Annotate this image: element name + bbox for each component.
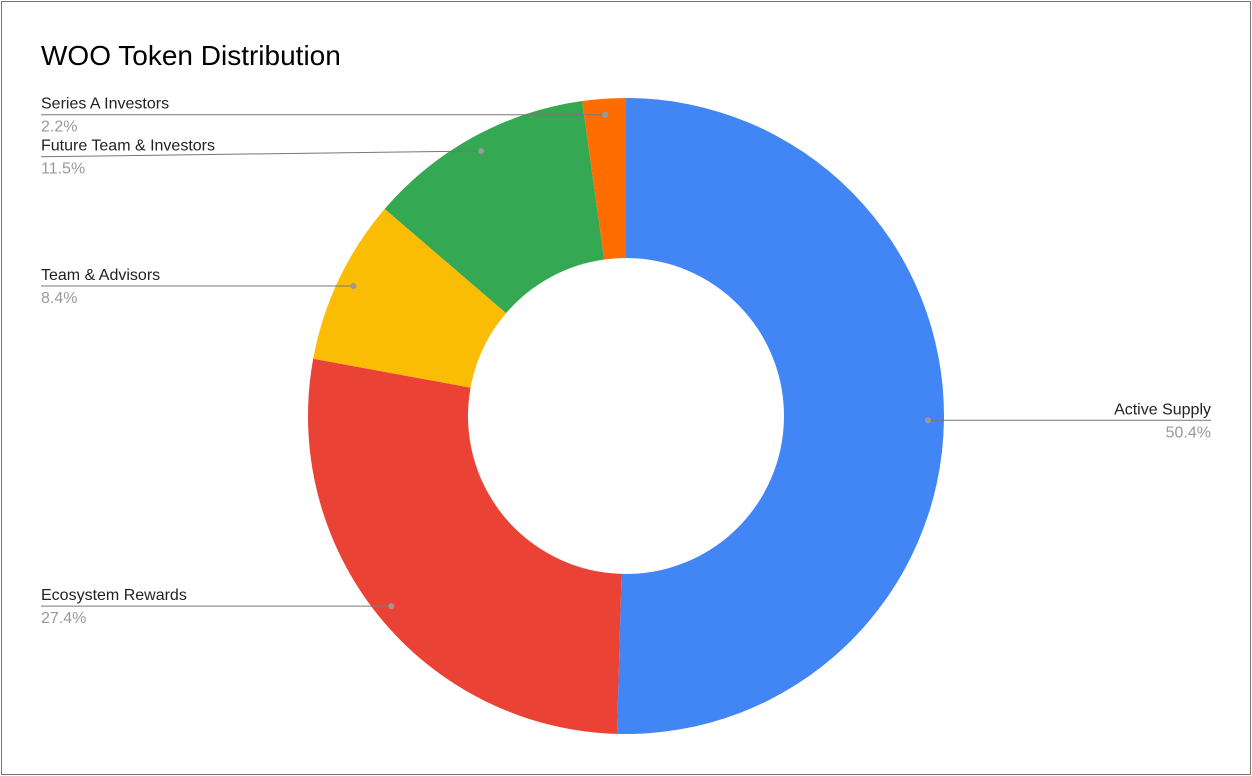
slice <box>617 98 944 734</box>
slice <box>308 358 622 734</box>
slice-label: Active Supply <box>1114 401 1211 418</box>
leader-dot <box>350 283 357 290</box>
leader-dot <box>924 417 931 424</box>
slice-value: 50.4% <box>1166 424 1211 441</box>
slice-value: 11.5% <box>41 161 85 178</box>
slice-label: Team & Advisors <box>41 267 160 284</box>
slice-label: Series A Investors <box>41 96 169 113</box>
leader-dot <box>478 147 485 154</box>
slice-value: 27.4% <box>41 610 86 627</box>
slice <box>313 208 507 388</box>
leader-dot <box>388 603 395 610</box>
slice-value: 8.4% <box>41 290 77 307</box>
slice-value: 2.2% <box>41 119 77 136</box>
leader-dot <box>602 111 609 118</box>
slice <box>384 101 605 314</box>
slice-label: Ecosystem Rewards <box>41 587 187 604</box>
chart-title: WOO Token Distribution <box>41 40 341 71</box>
slice-label: Future Team & Investors <box>41 138 215 155</box>
slice <box>582 98 626 260</box>
leader-line <box>40 150 482 158</box>
